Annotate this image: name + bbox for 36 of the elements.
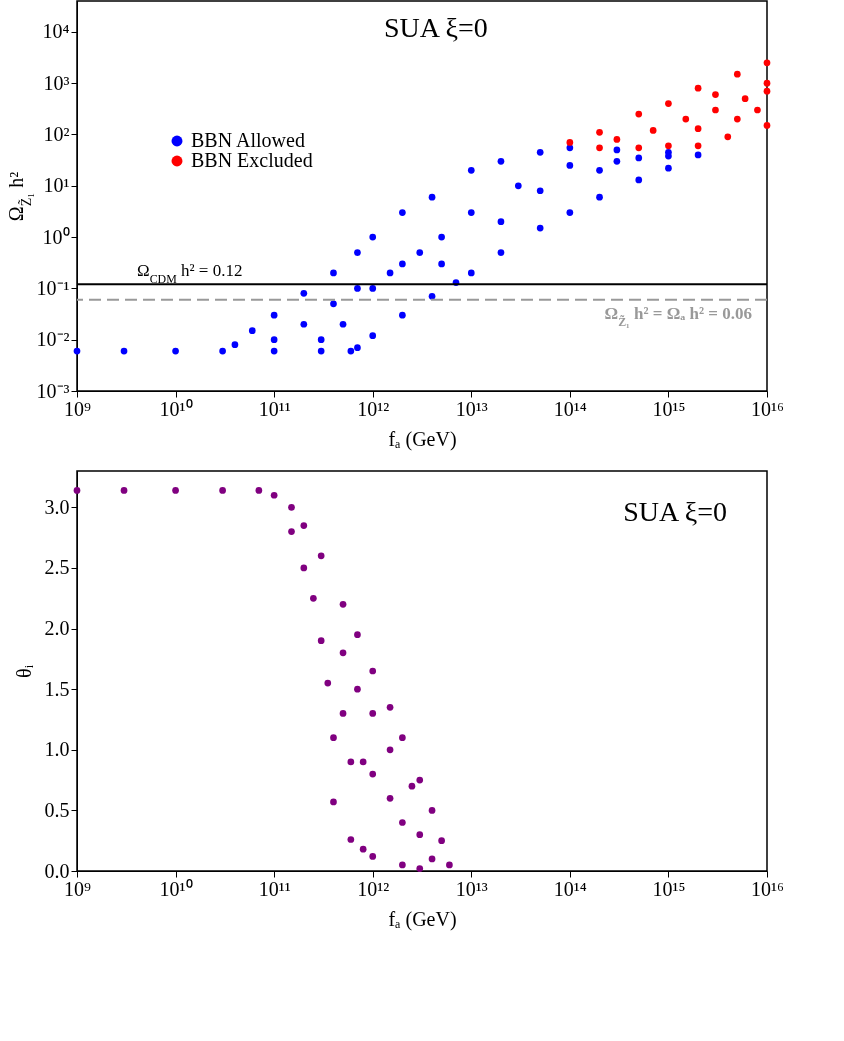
x-axis-title: fₐ (GeV) (388, 427, 457, 451)
ref-line-label: Ω$_{Z̃₁}$ h² = Ωₐ h² = 0.06 (604, 303, 752, 329)
x-tick-label: 10¹³ (455, 877, 488, 900)
x-tick-label: 10¹³ (455, 397, 488, 420)
x-tick-label: 10¹² (357, 877, 390, 900)
y-tick-label: 10² (43, 122, 70, 145)
y-tick-label: 10⁻² (36, 328, 70, 351)
x-axis-title: fₐ (GeV) (388, 907, 457, 931)
y-tick-label: 10¹ (43, 174, 70, 197)
y-tick-label: 3.0 (44, 495, 70, 518)
y-tick-label: 10⁻¹ (36, 276, 70, 299)
y-tick-label: 2.5 (44, 556, 70, 579)
x-tick-label: 10¹¹ (258, 397, 291, 420)
y-tick-label: 10⁰ (42, 225, 70, 248)
legend-label: BBN Excluded (191, 149, 313, 171)
x-tick-label: 10¹⁰ (159, 397, 193, 420)
y-tick-label: 2.0 (44, 617, 70, 640)
x-tick-label: 10¹² (357, 397, 390, 420)
ref-line-label: Ω$_{CDM}$ h² = 0.12 (137, 261, 243, 287)
x-tick-label: 10¹⁶ (751, 877, 785, 900)
x-tick-label: 10¹⁵ (652, 397, 686, 420)
y-tick-label: 1.5 (44, 677, 70, 700)
y-tick-label: 10⁴ (42, 20, 70, 43)
y-tick-label: 10³ (43, 71, 70, 94)
y-axis-title: θᵢ (12, 664, 35, 678)
x-tick-label: 10¹¹ (258, 877, 291, 900)
x-tick-label: 10¹⁵ (652, 877, 686, 900)
x-tick-label: 10¹⁴ (553, 397, 587, 420)
x-tick-label: 10¹⁶ (751, 397, 785, 420)
x-tick-label: 10¹⁴ (553, 877, 587, 900)
y-tick-label: 1.0 (44, 738, 70, 761)
legend-label: BBN Allowed (191, 129, 305, 151)
chart-title: SUA ξ=0 (383, 12, 488, 43)
y-tick-label: 0.5 (44, 798, 70, 821)
text: SUA ξ=0 (623, 496, 727, 527)
x-tick-label: 10¹⁰ (159, 877, 193, 900)
